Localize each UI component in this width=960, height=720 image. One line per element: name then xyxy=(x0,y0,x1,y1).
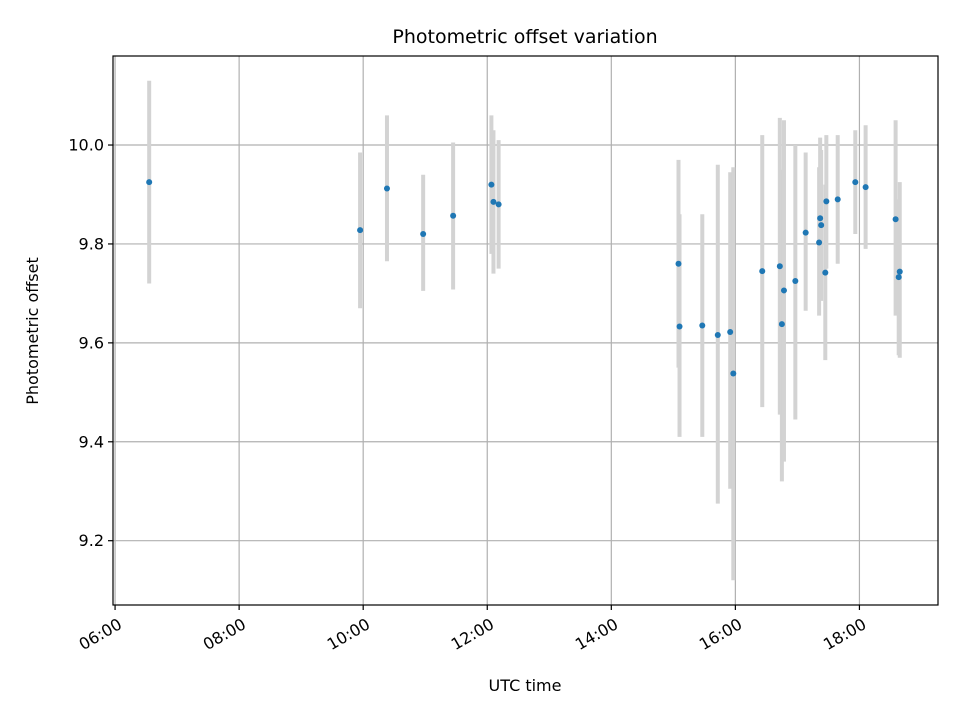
data-point xyxy=(488,181,495,188)
data-point xyxy=(675,260,682,267)
data-points xyxy=(146,179,903,377)
data-point xyxy=(730,370,737,377)
data-point xyxy=(818,222,825,229)
y-tick-label: 10.0 xyxy=(68,136,104,155)
y-axis-ticks: 9.2 9.4 9.6 9.8 10.0 xyxy=(68,136,113,550)
data-point xyxy=(823,198,830,205)
y-tick-label: 9.2 xyxy=(79,531,104,550)
x-axis-label: UTC time xyxy=(489,676,562,695)
data-point xyxy=(495,201,502,208)
y-tick-label: 9.6 xyxy=(79,333,104,352)
data-point xyxy=(776,263,783,270)
data-point xyxy=(420,231,427,238)
data-point xyxy=(357,227,364,234)
data-point xyxy=(759,268,766,275)
data-point xyxy=(816,239,823,246)
data-point xyxy=(892,216,899,223)
data-point xyxy=(727,328,734,335)
data-point xyxy=(383,185,390,192)
data-point xyxy=(802,229,809,236)
data-point xyxy=(862,184,869,191)
data-point xyxy=(778,321,785,328)
data-point xyxy=(852,179,859,186)
plot-area-frame xyxy=(112,55,939,606)
grid-lines xyxy=(113,56,938,605)
data-point xyxy=(146,179,153,186)
data-point xyxy=(792,278,799,285)
data-point xyxy=(714,331,721,338)
data-point xyxy=(817,215,824,222)
data-point xyxy=(834,196,841,203)
data-point xyxy=(780,287,787,294)
y-tick-label: 9.4 xyxy=(79,432,104,451)
data-point xyxy=(676,323,683,330)
y-axis-label: Photometric offset xyxy=(23,257,42,405)
y-tick-label: 9.8 xyxy=(79,234,104,253)
data-point xyxy=(490,198,497,205)
data-point xyxy=(450,212,457,219)
data-point xyxy=(895,274,902,281)
data-point xyxy=(699,322,706,329)
chart-title: Photometric offset variation xyxy=(392,26,657,48)
data-point xyxy=(896,268,903,275)
data-point xyxy=(822,269,829,276)
